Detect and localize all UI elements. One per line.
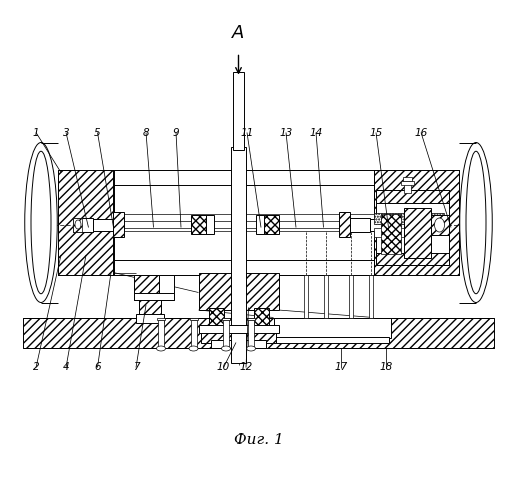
Bar: [403, 208, 431, 258]
Bar: [248, 320, 254, 347]
Text: 2: 2: [33, 362, 39, 372]
Bar: [339, 212, 349, 236]
Bar: [73, 218, 83, 232]
Bar: [231, 148, 246, 362]
Text: 5: 5: [94, 128, 101, 138]
Bar: [373, 212, 444, 224]
Bar: [190, 318, 197, 320]
Text: 17: 17: [334, 362, 347, 372]
Text: 11: 11: [240, 128, 254, 138]
Ellipse shape: [247, 346, 255, 351]
Text: 12: 12: [239, 362, 253, 372]
Bar: [136, 314, 163, 322]
Bar: [376, 190, 449, 202]
Bar: [94, 218, 114, 230]
Text: 1: 1: [33, 128, 39, 138]
Bar: [349, 275, 353, 318]
Ellipse shape: [434, 218, 445, 232]
Bar: [256, 215, 264, 234]
Bar: [273, 318, 391, 338]
Bar: [211, 340, 266, 347]
Text: 16: 16: [414, 128, 428, 138]
Text: 8: 8: [143, 128, 149, 138]
Text: 4: 4: [63, 362, 69, 372]
Bar: [133, 292, 174, 300]
Bar: [208, 308, 223, 328]
Bar: [199, 272, 231, 310]
Ellipse shape: [75, 220, 81, 229]
Bar: [304, 275, 308, 318]
Bar: [431, 215, 449, 235]
Text: 7: 7: [133, 362, 139, 372]
Text: А: А: [232, 24, 245, 42]
Bar: [373, 170, 459, 275]
Bar: [381, 214, 401, 254]
Bar: [23, 318, 494, 348]
Bar: [401, 181, 414, 185]
Bar: [223, 320, 229, 347]
Bar: [199, 325, 279, 332]
Ellipse shape: [382, 220, 388, 229]
Bar: [201, 330, 276, 342]
Text: Фиг. 1: Фиг. 1: [234, 433, 283, 447]
Bar: [114, 214, 373, 222]
Text: 3: 3: [63, 128, 69, 138]
Bar: [191, 215, 206, 234]
Ellipse shape: [189, 346, 198, 351]
Bar: [376, 252, 449, 265]
Bar: [324, 275, 328, 318]
Bar: [190, 320, 196, 347]
Text: 6: 6: [94, 362, 101, 372]
Bar: [158, 320, 164, 347]
Ellipse shape: [25, 142, 57, 302]
Bar: [157, 318, 165, 320]
Bar: [58, 260, 459, 275]
Bar: [276, 336, 388, 342]
Bar: [114, 222, 373, 231]
Ellipse shape: [460, 142, 492, 302]
Bar: [222, 318, 230, 320]
Bar: [58, 170, 459, 275]
Bar: [73, 221, 373, 228]
Bar: [403, 182, 411, 192]
Bar: [114, 212, 125, 236]
Text: 13: 13: [279, 128, 293, 138]
Bar: [206, 215, 214, 234]
Bar: [133, 275, 159, 300]
Bar: [264, 215, 279, 234]
Bar: [373, 228, 414, 236]
Bar: [369, 275, 373, 318]
Bar: [247, 318, 255, 320]
Ellipse shape: [466, 151, 486, 294]
Bar: [139, 298, 161, 315]
Bar: [159, 275, 174, 300]
Ellipse shape: [221, 346, 231, 351]
Bar: [253, 308, 268, 328]
Text: 9: 9: [173, 128, 179, 138]
Text: 18: 18: [379, 362, 392, 372]
Bar: [381, 218, 389, 232]
Bar: [376, 190, 449, 265]
Ellipse shape: [157, 346, 165, 351]
Bar: [246, 272, 279, 310]
Bar: [73, 218, 94, 232]
Text: 15: 15: [369, 128, 383, 138]
Text: 14: 14: [309, 128, 323, 138]
Bar: [58, 170, 459, 185]
Bar: [403, 177, 412, 181]
Bar: [58, 170, 114, 275]
Text: 10: 10: [217, 362, 230, 372]
Bar: [233, 72, 244, 150]
Ellipse shape: [31, 151, 51, 294]
Bar: [370, 218, 389, 230]
Bar: [349, 218, 370, 232]
